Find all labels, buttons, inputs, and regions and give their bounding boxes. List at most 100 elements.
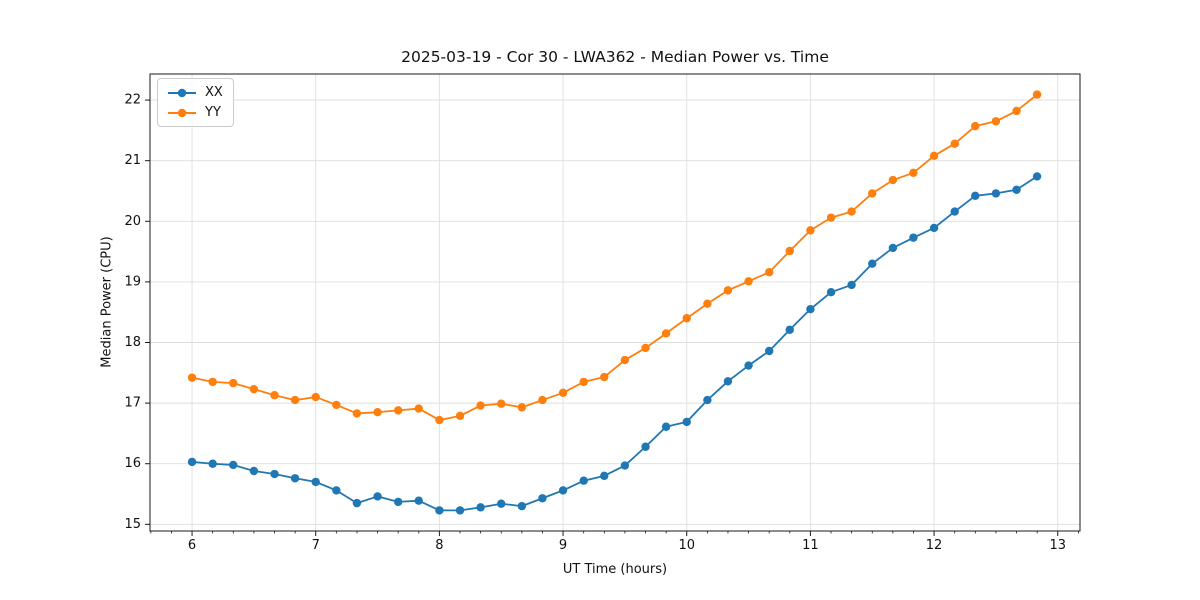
data-point-yy [806,226,815,235]
data-point-yy [765,267,774,277]
data-point-yy [373,408,382,417]
y-tick-label: 20 [124,214,141,229]
legend-entry-yy: YY [167,104,223,121]
y-tick-label: 18 [124,335,141,350]
data-point-xx [847,280,856,290]
data-point-yy [868,189,877,198]
data-point-yy [888,175,898,185]
data-point-yy [991,117,1001,126]
y-tick-label: 16 [124,456,141,471]
data-point-xx [744,361,753,370]
data-point-xx [826,287,836,297]
data-point-xx [270,469,279,479]
series-line-yy [191,93,1038,421]
data-point-xx [661,422,671,431]
data-point-yy [579,377,588,387]
data-point-yy [187,373,197,382]
data-point-yy [950,139,959,148]
data-point-xx [929,223,939,233]
data-point-xx [497,499,506,508]
data-point-xx [558,486,568,495]
data-point-yy [352,409,362,418]
x-tick-label: 13 [1049,538,1066,553]
data-point-xx [373,492,382,501]
data-point-yy [661,329,671,338]
data-point-yy [517,403,527,412]
data-point-xx [950,207,959,216]
legend: XX YY [157,78,234,127]
x-tick-label: 9 [559,538,567,553]
data-point-xx [352,498,362,508]
data-point-yy [909,168,918,177]
data-point-yy [847,207,856,216]
data-point-yy [229,378,238,388]
data-point-yy [641,343,650,353]
data-point-xx [229,460,238,470]
data-point-xx [785,325,794,334]
data-point-xx [991,189,1001,198]
y-tick-label: 15 [124,517,141,532]
series-line-xx [191,175,1038,512]
chart-title: 2025-03-19 - Cor 30 - LWA362 - Median Po… [401,48,829,66]
data-point-xx [187,457,197,467]
data-point-xx [394,497,403,507]
data-point-xx [414,496,423,505]
data-point-xx [476,503,485,512]
y-tick-label: 17 [124,396,141,411]
data-point-yy [332,400,341,410]
data-point-yy [394,406,403,415]
y-tick-label: 22 [124,93,141,108]
data-point-yy [435,415,444,425]
data-point-yy [414,404,423,413]
data-point-yy [703,299,712,308]
legend-entry-xx: XX [167,84,223,101]
data-point-xx [909,233,918,242]
data-point-yy [476,401,485,410]
x-tick-label: 6 [188,538,196,553]
x-axis-label: UT Time (hours) [562,562,668,577]
data-point-xx [703,395,712,405]
data-point-yy [785,246,794,256]
data-point-yy [971,121,980,131]
data-point-xx [971,191,980,201]
data-point-xx [641,442,650,451]
data-point-xx [208,459,217,468]
data-point-yy [290,395,300,405]
data-point-xx [682,417,691,427]
data-point-xx [455,506,465,515]
x-tick-label: 11 [802,538,819,553]
data-point-xx [868,259,877,268]
data-point-xx [888,243,898,253]
data-point-yy [249,384,259,394]
data-point-yy [1012,106,1021,116]
legend-label-yy: YY [205,105,221,120]
data-point-yy [538,395,547,405]
data-point-xx [311,477,320,487]
x-tick-label: 12 [926,538,943,553]
data-point-yy [929,151,939,161]
data-point-xx [1012,185,1021,194]
data-point-xx [538,494,547,503]
data-point-xx [332,486,341,495]
data-point-yy [682,314,691,323]
data-point-xx [517,501,527,511]
data-point-yy [311,392,320,402]
y-axis-label: Median Power (CPU) [99,236,115,368]
data-point-yy [208,377,217,387]
data-point-xx [723,377,733,386]
x-tick-label: 8 [435,538,443,553]
data-point-xx [620,461,630,470]
data-point-yy [1032,90,1042,99]
data-point-yy [558,388,568,398]
data-point-xx [765,346,774,356]
x-tick-label: 7 [312,538,320,553]
data-point-xx [249,466,259,476]
data-point-xx [579,476,588,485]
x-tick-label: 10 [678,538,695,553]
data-point-yy [723,286,733,295]
data-point-yy [826,213,836,222]
plot-box [149,73,1081,532]
data-point-yy [600,372,609,382]
